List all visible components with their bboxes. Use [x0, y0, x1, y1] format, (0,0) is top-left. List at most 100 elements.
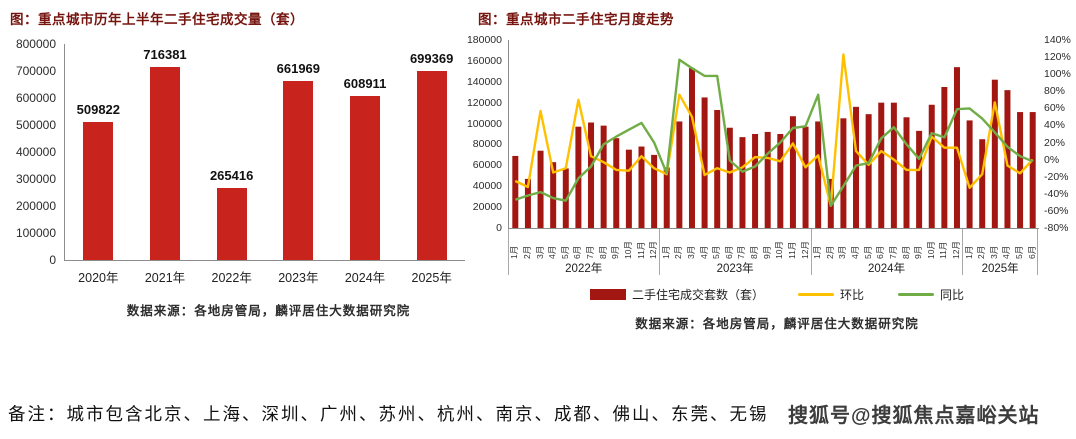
month-tick-label: 9月: [610, 245, 621, 259]
year-axis-label: 2022年: [565, 263, 603, 275]
y-axis-tick-label: 500000: [15, 118, 56, 132]
right-axis-tick-label: -20%: [1044, 170, 1069, 183]
right-chart-legend: 二手住宅成交套数（套） 环比 同比: [478, 286, 1076, 303]
y-axis-tick-label: 800000: [15, 37, 56, 51]
monthly-bar: [1004, 90, 1011, 228]
month-tick-label: 8月: [749, 245, 760, 259]
month-tick-label: 3月: [534, 245, 545, 259]
monthly-bar: [966, 120, 973, 228]
left-axis-tick-label: 140000: [466, 75, 502, 88]
monthly-bar: [789, 116, 796, 228]
bar: [216, 188, 247, 260]
right-chart-source: 数据来源：各地房管局，麟评居住大数据研究院: [635, 317, 919, 331]
monthly-bar: [1029, 112, 1036, 228]
month-tick-label: 4月: [850, 245, 861, 259]
left-axis-tick-label: 80000: [472, 138, 502, 151]
month-tick-label: 6月: [875, 245, 886, 259]
monthly-bar: [512, 155, 519, 228]
left-axis-tick-label: 0: [496, 222, 502, 234]
month-tick-label: 12月: [799, 241, 810, 259]
x-axis-label: 2020年: [78, 271, 119, 285]
monthly-bar: [524, 178, 531, 228]
month-tick-label: 7月: [887, 245, 898, 259]
right-axis-tick-label: 120%: [1044, 51, 1071, 64]
month-tick-label: 4月: [1001, 245, 1012, 259]
month-tick-label: 5月: [711, 245, 722, 259]
left-chart-y-axis: 0 100000 200000 300000 400000 500000 600000 700…: [10, 38, 64, 266]
monthly-bar: [739, 137, 746, 228]
right-axis-tick-label: 40%: [1044, 119, 1066, 132]
bar: [83, 122, 114, 260]
left-chart-plot-area: 0 100000 200000 300000 400000 500000 600000 700…: [10, 38, 472, 266]
x-axis-label: 2023年: [278, 271, 319, 285]
monthly-bar: [625, 149, 632, 228]
monthly-bar: [890, 102, 897, 228]
right-chart-plot-wrap: 1月 2月 3月 4月 5月 6月 7月 8月 9月 10月 11月 12月 1月 2月 3月 4月 5月 6月 7…: [508, 40, 1039, 276]
legend-item-mom: 环比: [797, 286, 864, 303]
right-axis-tick-label: 60%: [1044, 102, 1066, 115]
y-axis-tick-label: 400000: [15, 145, 56, 159]
year-axis-label: 2023年: [716, 263, 754, 275]
monthly-bar: [752, 134, 759, 228]
month-tick-label: 10月: [925, 241, 936, 259]
footnote: 备注：城市包含北京、上海、深圳、广州、苏州、杭州、南京、成都、佛山、东莞、无锡: [8, 404, 769, 424]
month-tick-label: 11月: [635, 241, 646, 259]
monthly-trend-chart: 图：重点城市二手住宅月度走势 0 20000 40000 60000 80000 1000…: [467, 8, 1076, 332]
monthly-bar: [701, 97, 708, 228]
y-axis-tick-label: 0: [49, 253, 56, 267]
month-tick-label: 12月: [950, 241, 961, 259]
legend-item-yoy: 同比: [898, 286, 964, 303]
right-axis-tick-label: -60%: [1044, 204, 1069, 217]
year-divider: [508, 229, 509, 275]
bar-value-label: 699369: [409, 51, 454, 67]
monthly-bar: [878, 102, 885, 228]
month-tick-label: 4月: [698, 245, 709, 259]
bar: [416, 71, 447, 260]
month-tick-label: 2月: [976, 245, 987, 259]
monthly-bar: [562, 168, 569, 228]
monthly-bar: [928, 104, 935, 228]
month-tick-label: 5月: [862, 245, 873, 259]
month-tick-label: 6月: [572, 245, 583, 259]
monthly-bar: [600, 125, 607, 228]
monthly-bar: [537, 150, 544, 228]
y-axis-tick-label: 200000: [15, 199, 56, 213]
right-axis-tick-label: 100%: [1044, 68, 1071, 81]
right-axis-tick-label: 80%: [1044, 85, 1066, 98]
bar-value-label: 265416: [209, 168, 254, 184]
bar-value-label: 608911: [343, 75, 387, 91]
watermark: 搜狐号@搜狐焦点嘉峪关站: [788, 405, 1040, 427]
y-axis-tick-label: 300000: [15, 172, 56, 186]
year-divider: [810, 229, 812, 275]
monthly-bar: [1017, 112, 1024, 228]
left-axis-tick-label: 160000: [466, 54, 502, 67]
yoy-line: [514, 58, 1034, 208]
right-axis-tick-label: -80%: [1044, 222, 1069, 234]
y-axis-tick-label: 600000: [15, 91, 56, 105]
bar-value-label: 716381: [143, 46, 187, 62]
left-axis-tick-label: 120000: [466, 96, 502, 109]
month-tick-label: 7月: [736, 245, 747, 259]
month-tick-label: 5月: [559, 245, 570, 259]
right-axis-tick-label: -40%: [1044, 187, 1069, 200]
mom-line: [514, 53, 1034, 208]
month-tick-label: 7月: [585, 245, 596, 259]
month-tick-label: 8月: [900, 245, 911, 259]
year-divider: [1037, 229, 1038, 275]
monthly-bar: [991, 79, 998, 228]
monthly-bar: [840, 118, 847, 228]
yoy-line-swatch: [898, 292, 934, 297]
left-axis-tick-label: 20000: [472, 201, 502, 214]
half-year-sales-chart: 图：重点城市历年上半年二手住宅成交量（套） 0 100000 200000 30000…: [10, 8, 472, 319]
x-axis-label: 2025年: [411, 271, 452, 285]
y-axis-tick-label: 700000: [15, 64, 56, 78]
month-tick-label: 6月: [1026, 245, 1037, 259]
monthly-bar: [588, 122, 595, 228]
month-tick-label: 6月: [723, 245, 734, 259]
monthly-bar: [663, 167, 670, 228]
legend-label-sales: 二手住宅成交套数（套）: [631, 288, 764, 302]
bar: [283, 81, 314, 260]
legend-label-yoy: 同比: [940, 288, 965, 302]
monthly-bar: [903, 117, 910, 228]
right-axis-tick-label: 140%: [1044, 34, 1071, 46]
